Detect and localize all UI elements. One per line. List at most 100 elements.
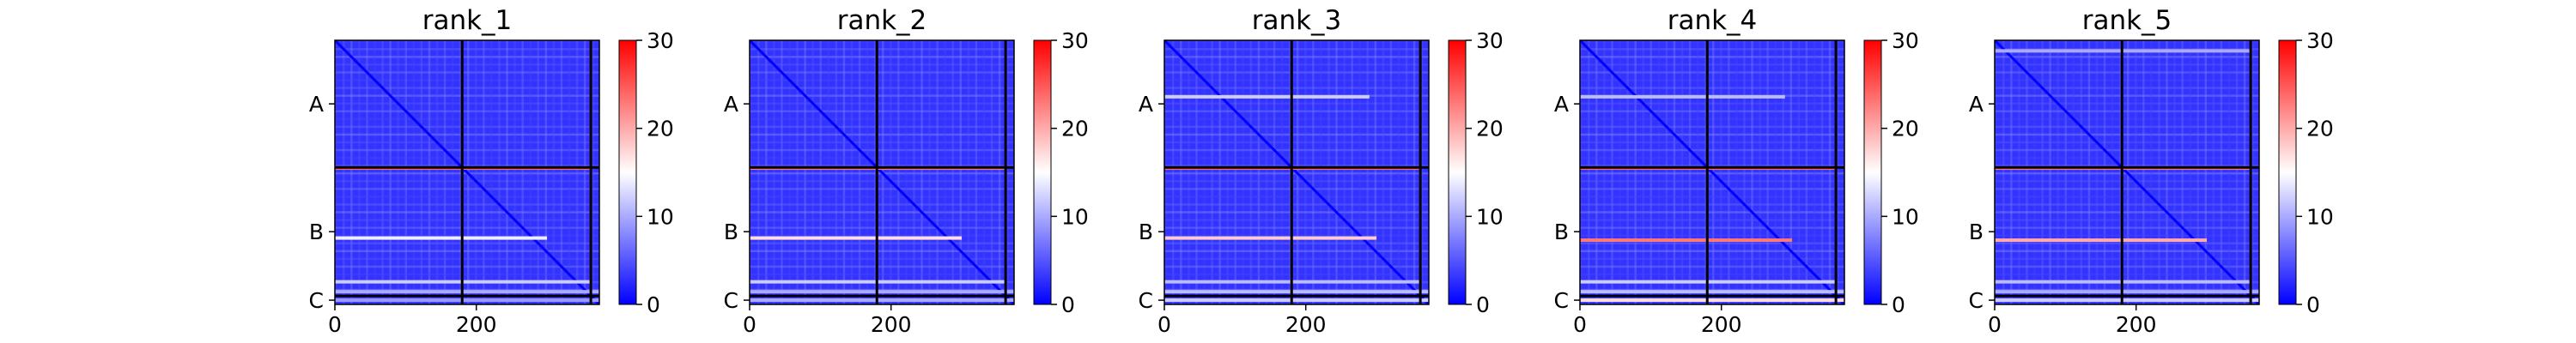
heatmap-texture-col bbox=[2243, 40, 2246, 304]
heatmap-texture-row bbox=[1164, 203, 1429, 206]
heatmap-texture-row bbox=[1580, 87, 1844, 89]
heatmap-texture-row bbox=[1580, 234, 1844, 237]
heatmap-texture-row bbox=[1580, 148, 1844, 152]
x-tick-label: 0 bbox=[1157, 312, 1171, 337]
heatmap-texture-row bbox=[750, 133, 1014, 136]
heatmap-texture-row bbox=[750, 226, 1014, 229]
heatmap-texture-col bbox=[827, 40, 830, 304]
heatmap-texture-row bbox=[335, 250, 599, 253]
heatmap-texture-row bbox=[1164, 219, 1429, 221]
heatmap-texture-col bbox=[1735, 40, 1738, 304]
heatmap-texture-row bbox=[335, 94, 599, 97]
heatmap-texture-row bbox=[1995, 141, 2259, 144]
colorbar-tick-label: 20 bbox=[1061, 117, 1089, 141]
heatmap-texture-col bbox=[928, 40, 931, 304]
heatmap-texture-row bbox=[1164, 156, 1429, 159]
heatmap-image bbox=[750, 40, 1014, 304]
heatmap-texture-col bbox=[475, 40, 477, 304]
heatmap-texture-col bbox=[1688, 40, 1692, 304]
heatmap-texture-row bbox=[335, 117, 599, 121]
heatmap-texture-col bbox=[2087, 40, 2091, 304]
heatmap-texture-row bbox=[1995, 79, 2259, 81]
heatmap-texture-col bbox=[2196, 40, 2199, 304]
heatmap-texture-col bbox=[1382, 40, 1385, 304]
heatmap-texture-row bbox=[1580, 40, 1844, 43]
heatmap-texture-col bbox=[2142, 40, 2145, 304]
heatmap-texture-row bbox=[1995, 148, 2259, 152]
heatmap-texture-col bbox=[757, 40, 760, 304]
heatmap-texture-col bbox=[1226, 40, 1229, 304]
heatmap-texture-row bbox=[335, 156, 599, 159]
heatmap-texture-col bbox=[2049, 40, 2051, 304]
heatmap-texture-row bbox=[1995, 273, 2259, 276]
y-tick-label: C bbox=[1139, 288, 1153, 313]
heatmap-texture-col bbox=[443, 40, 447, 304]
colorbar-tick-label: 10 bbox=[647, 204, 674, 229]
heatmap-texture-col bbox=[366, 40, 368, 304]
colorbar-tick-label: 10 bbox=[1061, 204, 1089, 229]
heatmap-texture-col bbox=[350, 40, 353, 304]
heatmap-texture-row bbox=[750, 40, 1014, 43]
y-tick-label: C bbox=[1554, 288, 1569, 313]
x-tick-label: 200 bbox=[456, 312, 497, 337]
heatmap-texture-col bbox=[544, 40, 548, 304]
heatmap-bright-row bbox=[750, 290, 1014, 294]
heatmap-texture-row bbox=[1995, 288, 2259, 292]
heatmap-texture-col bbox=[1805, 40, 1808, 304]
heatmap-texture-col bbox=[1351, 40, 1353, 304]
heatmap-texture-row bbox=[335, 226, 599, 229]
heatmap-texture-col bbox=[1649, 40, 1652, 304]
heatmap-texture-row bbox=[1164, 48, 1429, 51]
heatmap-texture-row bbox=[335, 188, 599, 190]
heatmap-texture-row bbox=[1995, 265, 2259, 268]
y-tick-label: A bbox=[309, 92, 324, 117]
heatmap-texture-col bbox=[552, 40, 556, 304]
heatmap-texture-row bbox=[750, 125, 1014, 129]
heatmap-texture-col bbox=[1836, 40, 1839, 304]
heatmap-texture-row bbox=[1580, 242, 1844, 244]
x-tick-label: 0 bbox=[328, 312, 342, 337]
heatmap-texture-row bbox=[335, 148, 599, 152]
heatmap-texture-col bbox=[1195, 40, 1198, 304]
y-tick-label: B bbox=[1139, 220, 1153, 244]
colorbar-tick-label: 0 bbox=[1476, 292, 1490, 317]
heatmap-diagonal bbox=[335, 40, 599, 304]
heatmap-frame bbox=[1579, 39, 1845, 305]
heatmap-texture-col bbox=[451, 40, 454, 304]
heatmap-texture-col bbox=[575, 40, 579, 304]
heatmap-texture-col bbox=[2057, 40, 2059, 304]
heatmap-texture-col bbox=[1995, 40, 1997, 304]
heatmap-texture-row bbox=[1580, 250, 1844, 253]
heatmap-texture-col bbox=[1789, 40, 1793, 304]
colorbar bbox=[1863, 39, 1882, 305]
heatmap-texture-col bbox=[1665, 40, 1668, 304]
heatmap-texture-col bbox=[951, 40, 954, 304]
panel-title: rank_4 bbox=[1668, 5, 1758, 36]
heatmap-texture-col bbox=[2181, 40, 2184, 304]
y-tick-label: B bbox=[1554, 220, 1569, 244]
heatmap-texture-row bbox=[1580, 63, 1844, 66]
heatmap-texture-col bbox=[381, 40, 384, 304]
heatmap-texture-row bbox=[1995, 133, 2259, 136]
colorbar-tick-label: 10 bbox=[1476, 204, 1504, 229]
colorbar-tick-label: 30 bbox=[1892, 28, 1919, 53]
heatmap-bright-row bbox=[1580, 298, 1844, 303]
heatmap-texture-col bbox=[944, 40, 946, 304]
heatmap-texture-row bbox=[1580, 125, 1844, 129]
heatmap-texture-row bbox=[750, 56, 1014, 58]
heatmap-texture-col bbox=[1828, 40, 1832, 304]
heatmap-texture-col bbox=[521, 40, 524, 304]
heatmap-texture-col bbox=[506, 40, 508, 304]
heatmap-texture-row bbox=[335, 211, 599, 214]
heatmap-texture-col bbox=[967, 40, 970, 304]
heatmap-texture-col bbox=[1642, 40, 1644, 304]
colorbar-tick-label: 20 bbox=[647, 117, 674, 141]
colorbar bbox=[1033, 39, 1052, 305]
heatmap-texture-col bbox=[1704, 40, 1707, 304]
heatmap-texture-col bbox=[1759, 40, 1761, 304]
heatmap-texture-row bbox=[1164, 164, 1429, 167]
heatmap-texture-col bbox=[1820, 40, 1824, 304]
heatmap-frame bbox=[1163, 39, 1430, 305]
heatmap-texture-col bbox=[1188, 40, 1190, 304]
heatmap-texture-row bbox=[750, 234, 1014, 237]
